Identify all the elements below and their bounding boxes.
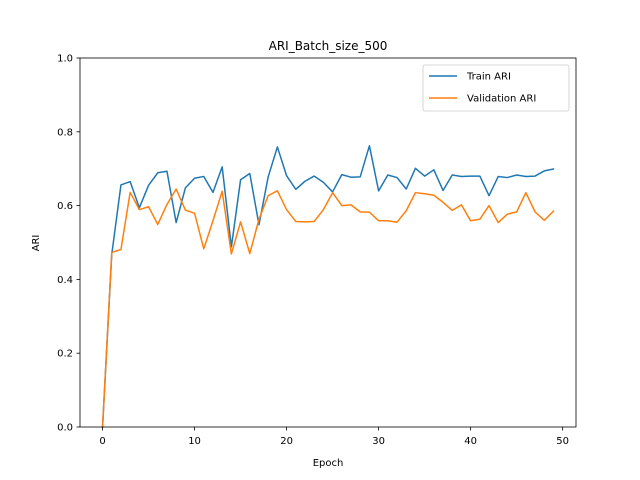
legend-label-0: Train ARI [466,72,511,83]
legend-label-1: Validation ARI [467,94,536,105]
axes-frame [79,57,577,428]
y-tick-label: 0.0 [57,423,73,434]
x-tick-label: 20 [280,436,293,447]
legend-box [422,64,570,112]
axes: 0 10 20 30 40 50 0.0 0.2 0.4 0.6 0.8 1.0 [57,54,577,447]
y-tick-label: 1.0 [57,54,73,65]
x-tick-label: 10 [188,436,201,447]
x-tick-label: 30 [372,436,385,447]
series-line-0 [101,145,555,428]
x-tick-label: 40 [464,436,477,447]
plot-area [101,145,555,428]
x-axis-title: Epoch [313,458,344,469]
y-tick-label: 0.6 [57,201,73,212]
legend: Train ARI Validation ARI [422,64,570,112]
y-tick-label: 0.2 [57,349,73,360]
chart-title: ARI_Batch_size_500 [269,39,388,53]
y-axis-title: ARI [31,235,42,252]
y-tick-label: 0.8 [57,127,73,138]
x-tick-label: 50 [556,436,569,447]
y-tick-label: 0.4 [57,275,73,286]
x-tick-label: 0 [99,436,105,447]
series-line-1 [101,188,555,428]
